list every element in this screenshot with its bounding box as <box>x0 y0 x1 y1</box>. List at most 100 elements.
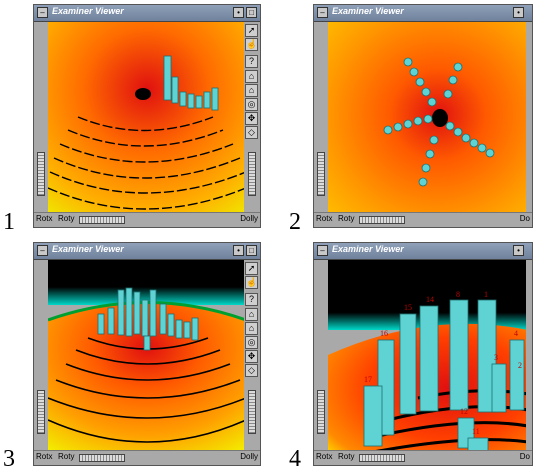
seek-icon[interactable]: ✥ <box>245 350 258 363</box>
examiner-viewer-2: – Examiner Viewer • <box>313 4 533 228</box>
minimize-button[interactable]: • <box>233 7 244 18</box>
minimize-button[interactable]: • <box>513 245 524 256</box>
set-home-icon[interactable]: ⌂ <box>245 322 258 335</box>
center-pit <box>432 109 448 127</box>
window-title: Examiner Viewer <box>52 244 124 254</box>
view-all-icon[interactable]: ◎ <box>245 98 258 111</box>
rotx-wheel[interactable] <box>37 152 45 196</box>
projection-icon[interactable]: ◇ <box>245 126 258 139</box>
column-label: 12 <box>460 407 468 416</box>
render-area[interactable]: 14 8 1 15 16 3 4 2 17 12 11 <box>328 260 526 451</box>
column-label: 2 <box>518 361 522 370</box>
window-menu-button[interactable]: – <box>37 7 48 18</box>
bottom-wheel-panel: Rotx Roty Do <box>314 212 532 227</box>
column-label: 8 <box>456 290 460 299</box>
column-label: 4 <box>514 329 518 338</box>
left-wheel-panel <box>314 22 328 213</box>
roty-label: Roty <box>338 214 355 223</box>
column-label: 17 <box>364 375 372 384</box>
title-bar: – Examiner Viewer • <box>314 5 532 22</box>
projection-icon[interactable]: ◇ <box>245 364 258 377</box>
ground-plane <box>48 22 244 213</box>
center-pit <box>135 88 151 100</box>
column-label: 15 <box>404 303 412 312</box>
contour-rings <box>48 116 244 210</box>
rotx-wheel[interactable] <box>37 390 45 434</box>
figure-number-4: 4 <box>289 446 301 472</box>
roty-wheel[interactable] <box>79 216 125 224</box>
roty-label: Roty <box>338 452 355 461</box>
figure-number-2: 2 <box>289 209 301 235</box>
column-labels: 14 8 1 15 16 3 4 2 17 12 11 <box>364 290 522 436</box>
window-menu-button[interactable]: – <box>317 7 328 18</box>
column-label: 14 <box>426 295 434 304</box>
bottom-wheel-panel: Rotx Roty Dolly <box>34 212 260 227</box>
view-hand-icon[interactable]: ☝ <box>245 276 258 289</box>
window-title: Examiner Viewer <box>332 244 404 254</box>
contour-rings <box>48 337 244 443</box>
help-icon[interactable]: ? <box>245 293 258 306</box>
figure-number-3: 3 <box>3 446 15 472</box>
left-wheel-panel <box>34 260 48 451</box>
sky <box>48 260 244 305</box>
window-title: Examiner Viewer <box>332 6 404 16</box>
dolly-label: Dolly <box>240 214 258 223</box>
column-label: 3 <box>494 353 498 362</box>
figure-number-1: 1 <box>3 209 15 235</box>
window-menu-button[interactable]: – <box>37 245 48 256</box>
bottom-wheel-panel: Rotx Roty Do <box>314 450 532 465</box>
render-area[interactable] <box>328 22 526 213</box>
minimize-button[interactable]: • <box>513 7 524 18</box>
set-home-icon[interactable]: ⌂ <box>245 84 258 97</box>
dolly-label: Do <box>519 452 530 461</box>
dolly-wheel[interactable] <box>248 152 256 196</box>
roty-label: Roty <box>58 452 75 461</box>
view-all-icon[interactable]: ◎ <box>245 336 258 349</box>
minimize-button[interactable]: • <box>233 245 244 256</box>
columns <box>97 287 199 351</box>
window-title: Examiner Viewer <box>52 6 124 16</box>
bottom-wheel-panel: Rotx Roty Dolly <box>34 450 260 465</box>
title-bar: – Examiner Viewer • □ <box>34 243 260 260</box>
rotx-label: Rotx <box>36 452 53 461</box>
columns <box>163 55 219 111</box>
rotx-label: Rotx <box>316 214 333 223</box>
maximize-button[interactable]: □ <box>246 7 257 18</box>
left-wheel-panel <box>314 260 328 451</box>
left-wheel-panel <box>34 22 48 213</box>
columns <box>363 299 525 451</box>
seek-icon[interactable]: ✥ <box>245 112 258 125</box>
maximize-button[interactable]: □ <box>246 245 257 256</box>
pick-arrow-icon[interactable]: ➚ <box>245 262 258 275</box>
examiner-viewer-4: – Examiner Viewer • <box>313 242 533 466</box>
roty-wheel[interactable] <box>79 454 125 462</box>
pick-arrow-icon[interactable]: ➚ <box>245 24 258 37</box>
rotx-wheel[interactable] <box>317 152 325 196</box>
title-bar: – Examiner Viewer • □ <box>34 5 260 22</box>
render-area[interactable] <box>48 260 244 451</box>
home-icon[interactable]: ⌂ <box>245 308 258 321</box>
dolly-label: Dolly <box>240 452 258 461</box>
viewer-toolbar: ➚ ☝ ? ⌂ ⌂ ◎ ✥ ◇ <box>244 260 260 451</box>
rotx-wheel[interactable] <box>317 390 325 434</box>
column-label: 1 <box>484 290 488 299</box>
roty-wheel[interactable] <box>359 216 405 224</box>
examiner-viewer-3: – Examiner Viewer • □ <box>33 242 261 466</box>
rotx-label: Rotx <box>36 214 53 223</box>
home-icon[interactable]: ⌂ <box>245 70 258 83</box>
help-icon[interactable]: ? <box>245 55 258 68</box>
roty-wheel[interactable] <box>359 454 405 462</box>
render-area[interactable] <box>48 22 244 213</box>
examiner-viewer-1: – Examiner Viewer • □ <box>33 4 261 228</box>
column-label: 11 <box>472 427 480 436</box>
viewer-toolbar: ➚ ☝ ? ⌂ ⌂ ◎ ✥ ◇ <box>244 22 260 213</box>
window-menu-button[interactable]: – <box>317 245 328 256</box>
dolly-label: Do <box>519 214 530 223</box>
column-label: 16 <box>380 329 388 338</box>
roty-label: Roty <box>58 214 75 223</box>
rotx-label: Rotx <box>316 452 333 461</box>
view-hand-icon[interactable]: ☝ <box>245 38 258 51</box>
dolly-wheel[interactable] <box>248 390 256 434</box>
title-bar: – Examiner Viewer • <box>314 243 532 260</box>
columns <box>383 57 495 187</box>
